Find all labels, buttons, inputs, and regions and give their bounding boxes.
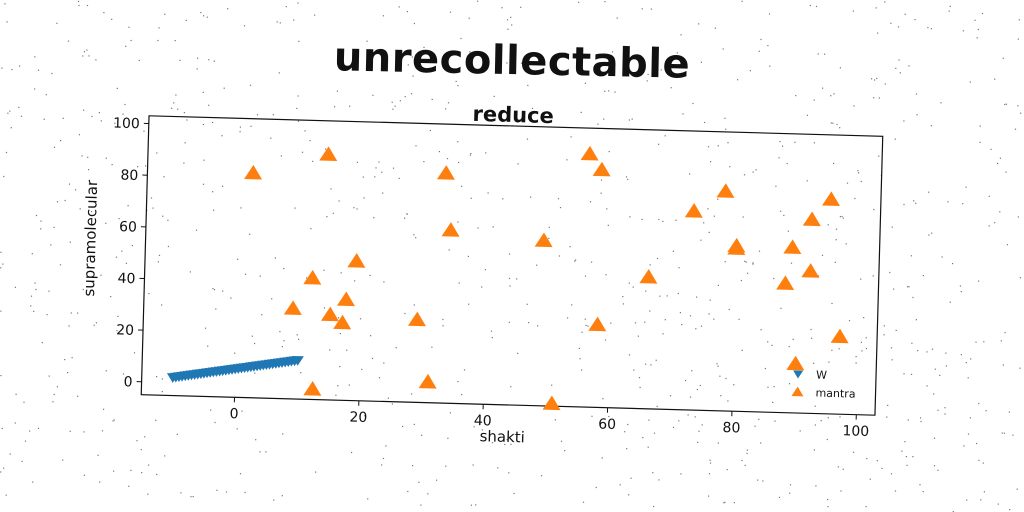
mantra-point: [542, 395, 561, 411]
x-tick-label: 40: [474, 413, 492, 429]
legend-marker: [793, 370, 804, 379]
x-axis-label: shakti: [479, 427, 525, 446]
mantra-point: [441, 222, 460, 237]
mantra-point: [436, 165, 455, 180]
plot-area-frame: [140, 115, 884, 416]
w-point: [291, 355, 304, 366]
y-tick-label: 60: [119, 219, 137, 235]
mantra-point: [783, 239, 802, 255]
mantra-point: [333, 314, 352, 330]
x-tick-label: 80: [722, 420, 740, 436]
y-axis-label: supramolecular: [80, 179, 101, 297]
mantra-point: [801, 263, 820, 278]
mantra-point: [320, 306, 339, 322]
mantra-point: [319, 146, 338, 161]
mantra-point: [336, 291, 355, 307]
legend-label: W: [816, 369, 827, 382]
mantra-point: [244, 164, 263, 180]
mantra-point: [822, 191, 841, 207]
mantra-point: [303, 269, 322, 285]
mantra-point: [407, 311, 426, 327]
mantra-point: [684, 203, 703, 218]
legend-label: mantra: [815, 387, 855, 401]
mantra-point: [418, 373, 437, 389]
x-tick-label: 100: [842, 423, 869, 440]
mantra-point: [830, 328, 849, 344]
mantra-point: [802, 211, 821, 227]
mantra-point: [534, 232, 553, 248]
mantra-point: [786, 355, 805, 371]
legend-marker: [791, 386, 804, 397]
y-tick-label: 0: [123, 374, 132, 390]
y-tick-label: 80: [120, 167, 138, 183]
mantra-point: [776, 275, 795, 291]
x-tick-label: 0: [229, 406, 238, 422]
x-tick-label: 60: [598, 416, 616, 432]
y-tick-label: 20: [116, 322, 134, 338]
chart-title: reduce: [472, 102, 554, 128]
mantra-point: [727, 240, 746, 256]
mantra-point: [639, 268, 658, 284]
mantra-point: [303, 381, 322, 396]
mantra-point: [588, 316, 607, 332]
x-tick-label: 20: [349, 410, 367, 426]
y-tick-label: 40: [117, 271, 135, 287]
y-tick-label: 100: [113, 116, 140, 133]
mantra-point: [283, 300, 302, 316]
mantra-point: [580, 145, 599, 161]
mantra-point: [347, 253, 366, 268]
mantra-point: [716, 183, 735, 198]
mantra-point: [592, 161, 611, 177]
